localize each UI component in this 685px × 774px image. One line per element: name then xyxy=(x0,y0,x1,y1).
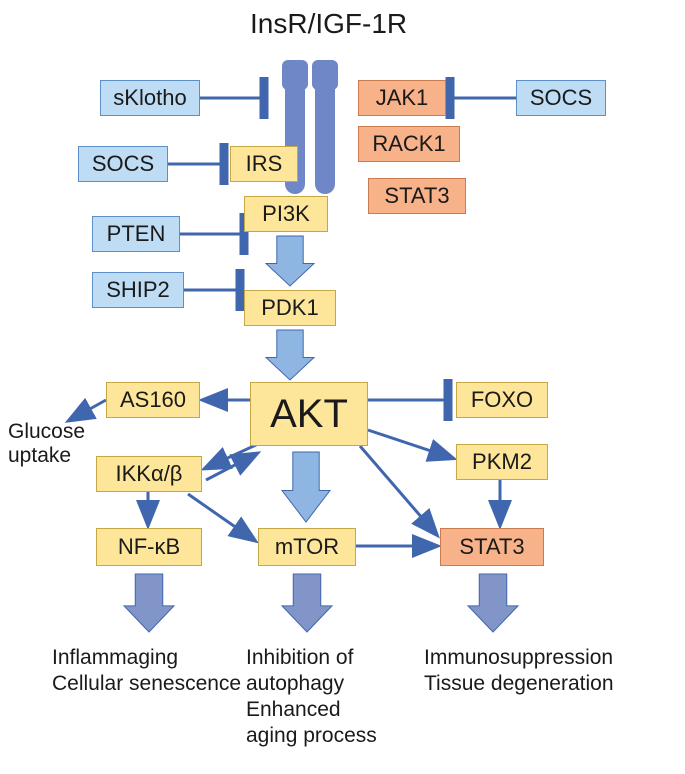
node-label: FOXO xyxy=(471,387,533,413)
node-socs_r: SOCS xyxy=(516,80,606,116)
big-arrow-pi3k-to-pdk1 xyxy=(266,236,314,286)
node-pkm2: PKM2 xyxy=(456,444,548,480)
node-pten: PTEN xyxy=(92,216,180,252)
connector-akt-to-pkm2 xyxy=(368,430,452,458)
text-out1b: Cellular senescence xyxy=(52,672,241,696)
big-arrow-stat3-out xyxy=(468,574,518,632)
diagram-title: InsR/IGF-1R xyxy=(250,8,407,40)
node-akt: AKT xyxy=(250,382,368,446)
node-foxo: FOXO xyxy=(456,382,548,418)
connector-as160-to-gluc xyxy=(70,400,106,420)
node-label: SOCS xyxy=(530,85,592,111)
node-label: PI3K xyxy=(262,201,310,227)
text-out2a: Inhibition of xyxy=(246,646,353,670)
text-glucose2: uptake xyxy=(8,444,71,468)
node-as160: AS160 xyxy=(106,382,200,418)
diagram-stage: InsR/IGF-1R sKlotho SOCS JAK1 RACK1 STAT3 SOC… xyxy=(0,0,685,774)
text-out3a: Immunosuppression xyxy=(424,646,613,670)
connector-akt-to-stat3 xyxy=(360,446,436,534)
big-arrow-mtor-out xyxy=(282,574,332,632)
text-out1a: Inflammaging xyxy=(52,646,178,670)
node-label: AKT xyxy=(270,392,348,437)
node-label: JAK1 xyxy=(376,85,429,111)
node-socs_l: SOCS xyxy=(78,146,168,182)
node-irs: IRS xyxy=(230,146,298,182)
node-rack1: RACK1 xyxy=(358,126,460,162)
node-label: SHIP2 xyxy=(106,277,170,303)
node-ikk: IKKα/β xyxy=(96,456,202,492)
text-out2c: Enhanced xyxy=(246,698,341,722)
node-label: STAT3 xyxy=(384,183,449,209)
node-jak1: JAK1 xyxy=(358,80,446,116)
node-label: SOCS xyxy=(92,151,154,177)
text-out2d: aging process xyxy=(246,724,377,748)
node-ship2: SHIP2 xyxy=(92,272,184,308)
big-arrow-nfkb-out xyxy=(124,574,174,632)
big-arrow-akt-to-mtor xyxy=(282,452,330,522)
node-label: PKM2 xyxy=(472,449,532,475)
connector-akt-to-ikk xyxy=(206,444,258,468)
node-label: PDK1 xyxy=(261,295,318,321)
node-label: AS160 xyxy=(120,387,186,413)
node-mtor: mTOR xyxy=(258,528,356,566)
big-arrow-pdk1-to-akt xyxy=(266,330,314,380)
node-label: NF-κB xyxy=(118,534,180,560)
node-stat3a: STAT3 xyxy=(368,178,466,214)
node-label: RACK1 xyxy=(372,131,445,157)
node-label: STAT3 xyxy=(459,534,524,560)
node-label: IRS xyxy=(246,151,283,177)
node-stat3b: STAT3 xyxy=(440,528,544,566)
node-pi3k: PI3K xyxy=(244,196,328,232)
node-pdk1: PDK1 xyxy=(244,290,336,326)
node-sklotho: sKlotho xyxy=(100,80,200,116)
node-label: IKKα/β xyxy=(116,461,183,487)
text-glucose1: Glucose xyxy=(8,420,85,444)
node-label: PTEN xyxy=(107,221,166,247)
text-out2b: autophagy xyxy=(246,672,344,696)
node-label: mTOR xyxy=(275,534,339,560)
connector-ikk-to-akt xyxy=(206,454,256,480)
node-nfkb: NF-κB xyxy=(96,528,202,566)
text-out3b: Tissue degeneration xyxy=(424,672,614,696)
node-label: sKlotho xyxy=(113,85,186,111)
